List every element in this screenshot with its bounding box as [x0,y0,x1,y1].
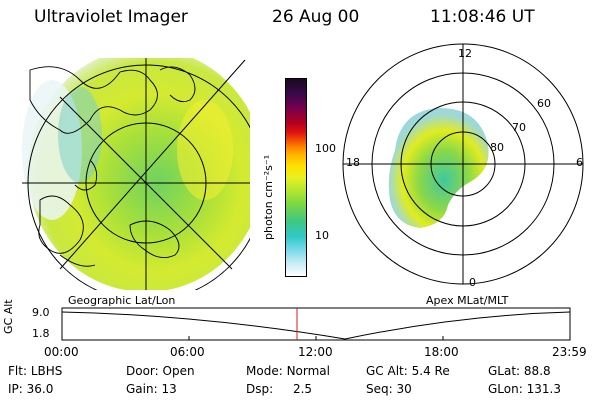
apex-panel-label: Apex MLat/MLT [426,294,509,307]
seq-label: Seq: [366,382,393,396]
gcalt-label: GC Alt: [366,364,408,378]
status-flt: Flt: LBHS [8,364,62,378]
mlat-label-70: 70 [512,121,526,134]
geographic-panel-label: Geographic Lat/Lon [68,294,176,307]
timeline-ytick-max: 9.0 [32,306,50,319]
status-ip: IP: 36.0 [8,382,53,396]
colorbar-unit-label: photon cm⁻²s⁻¹ [262,154,275,240]
dsp-label: Dsp: [246,382,274,396]
status-gain: Gain: 13 [126,382,177,396]
intensity-colorbar [285,78,307,277]
timeline-xtick-1800: 18:00 [424,345,459,359]
status-seq: Seq: 30 [366,382,412,396]
timeline-frame [61,307,571,341]
dsp-value: 2.5 [292,382,313,396]
door-value: Open [162,364,195,378]
mlat-label-80: 80 [490,141,504,154]
aurora-image-right [388,108,489,228]
status-door: Door: Open [126,364,195,378]
status-glon: GLon: 131.3 [488,382,561,396]
status-mode: Mode: Normal [246,364,330,378]
flt-value: LBHS [30,364,63,378]
mlt-label-0: 0 [469,276,476,289]
status-gcalt: GC Alt: 5.4 Re [366,364,450,378]
mlt-label-12: 12 [458,47,472,60]
timeline-axis-label: GC Alt [2,299,15,334]
altitude-curve [61,311,571,340]
instrument-title: Ultraviolet Imager [34,7,188,27]
timeline-xtick-0600: 06:00 [170,345,205,359]
timeline-xtick-1200: 12:00 [298,345,333,359]
mode-label: Mode: [246,364,283,378]
geographic-map [22,58,250,290]
ip-label: IP: [8,382,23,396]
coastline [129,220,180,259]
timeline-xtick-0000: 00:00 [44,345,79,359]
date-label: 26 Aug 00 [272,7,360,27]
glat-value: 88.8 [523,364,551,378]
coastline [29,66,158,134]
altitude-timeline [61,307,571,341]
mlat-label-60: 60 [537,97,551,110]
flt-label: Flt: [8,364,27,378]
glon-value: 131.3 [526,382,561,396]
colorbar-tick-100: 100 [315,142,336,155]
time-label: 11:08:46 UT [430,7,535,27]
colorbar-tick-10: 10 [315,229,329,242]
mlt-label-6: 6 [576,156,583,169]
gcalt-value: 5.4 Re [411,364,450,378]
gain-label: Gain: [126,382,158,396]
timeline-ytick-min: 1.8 [32,327,50,340]
status-glat: GLat: 88.8 [488,364,551,378]
mode-value: Normal [286,364,330,378]
ip-value: 36.0 [26,382,54,396]
glon-label: GLon: [488,382,523,396]
mlat-mlt-dial [342,43,584,285]
door-label: Door: [126,364,159,378]
seq-value: 30 [396,382,412,396]
glat-label: GLat: [488,364,521,378]
status-dsp: Dsp: 2.5 [246,382,312,396]
coastline [38,195,96,267]
gain-value: 13 [161,382,177,396]
timeline-xtick-2359: 23:59 [552,345,587,359]
mlt-label-18: 18 [346,156,360,169]
